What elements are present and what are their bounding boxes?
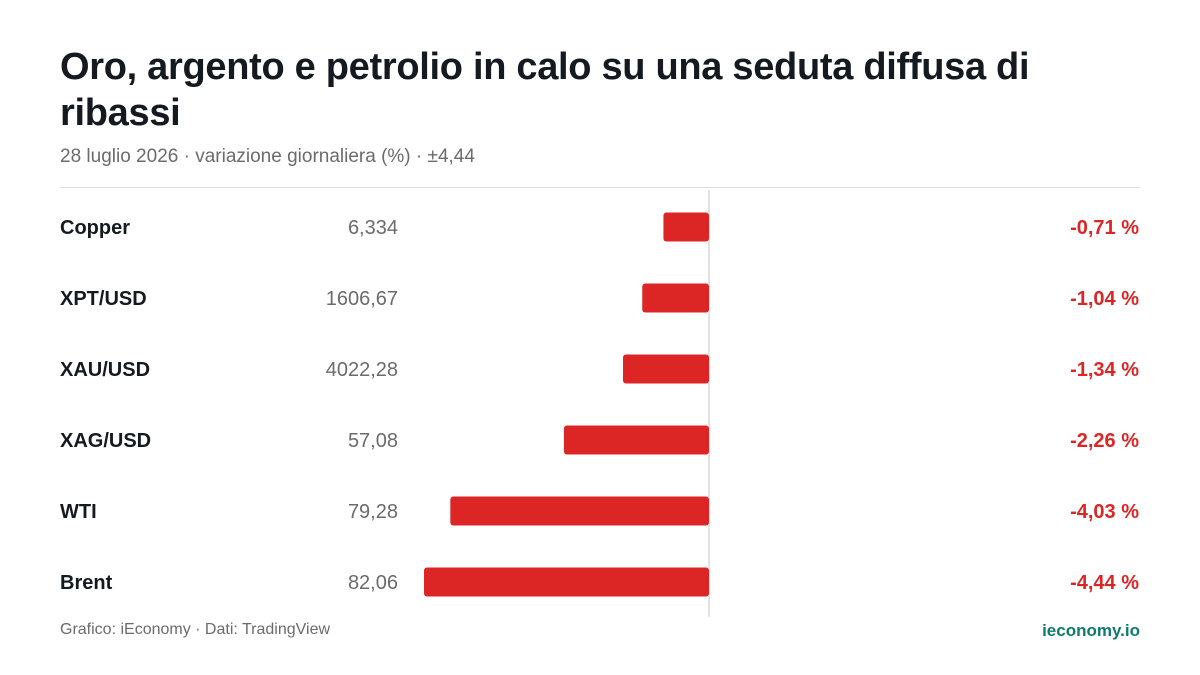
row-label: WTI: [60, 501, 97, 523]
change-bar: [642, 283, 709, 313]
chart-row: Copper 6,334 -0,71 %: [60, 212, 1139, 242]
row-label: XAU/USD: [60, 359, 150, 381]
chart-row: XAG/USD 57,08 -2,26 %: [60, 425, 1139, 455]
change-bar: [563, 425, 709, 455]
source-credit: Grafico: iEconomy · Dati: TradingView: [60, 621, 331, 638]
change-bar: [663, 212, 709, 242]
row-price: 79,28: [348, 501, 398, 523]
row-price: 1606,67: [326, 288, 398, 310]
chart-row: WTI 79,28 -4,03 %: [60, 496, 1139, 526]
chart-subtitle: 28 luglio 2026 · variazione giornaliera …: [60, 146, 475, 167]
chart-row: Brent 82,06 -4,44 %: [60, 567, 1139, 597]
row-price: 6,334: [348, 217, 398, 239]
change-label: -2,26 %: [1070, 430, 1139, 452]
change-bar: [622, 354, 709, 384]
change-bar: [424, 567, 709, 597]
row-price: 57,08: [348, 430, 398, 452]
chart-row: XAU/USD 4022,28 -1,34 %: [60, 354, 1139, 384]
chart-title: Oro, argento e petrolio in calo su una s…: [60, 46, 1030, 134]
change-label: -0,71 %: [1070, 217, 1139, 239]
header-divider: [60, 187, 1140, 188]
row-label: XPT/USD: [60, 288, 147, 310]
row-price: 4022,28: [326, 359, 398, 381]
change-label: -4,44 %: [1070, 572, 1139, 594]
change-label: -1,04 %: [1070, 288, 1139, 310]
change-label: -1,34 %: [1070, 359, 1139, 381]
change-label: -4,03 %: [1070, 501, 1139, 523]
row-label: Brent: [60, 572, 113, 594]
brand-link[interactable]: ieconomy.io: [1042, 621, 1140, 640]
change-bar: [450, 496, 709, 526]
chart-row: XPT/USD 1606,67 -1,04 %: [60, 283, 1139, 313]
row-price: 82,06: [348, 572, 398, 594]
row-label: Copper: [60, 217, 130, 239]
row-label: XAG/USD: [60, 430, 151, 452]
